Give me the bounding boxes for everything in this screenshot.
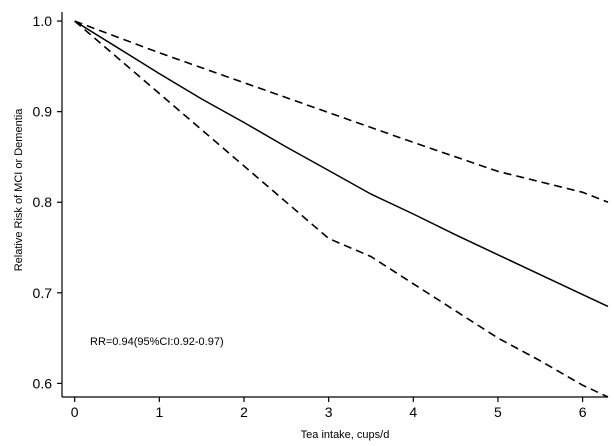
series-line-lower-ci [74,20,609,398]
y-tick-label: 0.7 [33,285,53,301]
x-tick-label: 3 [325,404,333,420]
x-axis-label: Tea intake, cups/d [301,429,390,441]
x-tick-label: 1 [155,404,163,420]
series-line-estimate [74,20,609,308]
x-axis-ticks: 0 1 2 3 4 5 6 [71,397,587,420]
x-tick-label: 0 [71,404,79,420]
x-tick-label: 4 [409,404,417,420]
series-layer [74,20,609,398]
y-axis-ticks: 0.6 0.7 0.8 0.9 1.0 [33,13,62,391]
x-tick-label: 5 [494,404,502,420]
x-tick-label: 2 [240,404,248,420]
y-tick-label: 0.6 [33,375,53,391]
y-tick-label: 0.9 [33,104,53,120]
y-axis-label: Relative Risk of MCI or Dementia [13,108,25,271]
series-line-upper-ci [74,20,609,203]
y-tick-label: 0.8 [33,194,53,210]
axes: 0.6 0.7 0.8 0.9 1.0 0 1 2 3 4 5 6 [33,12,608,420]
y-tick-label: 1.0 [33,13,53,29]
rr-annotation: RR=0.94(95%CI:0.92-0.97) [90,336,224,348]
x-tick-label: 6 [579,404,587,420]
